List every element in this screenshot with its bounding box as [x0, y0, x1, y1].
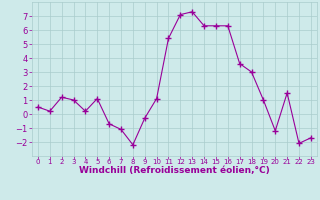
X-axis label: Windchill (Refroidissement éolien,°C): Windchill (Refroidissement éolien,°C) [79, 166, 270, 175]
